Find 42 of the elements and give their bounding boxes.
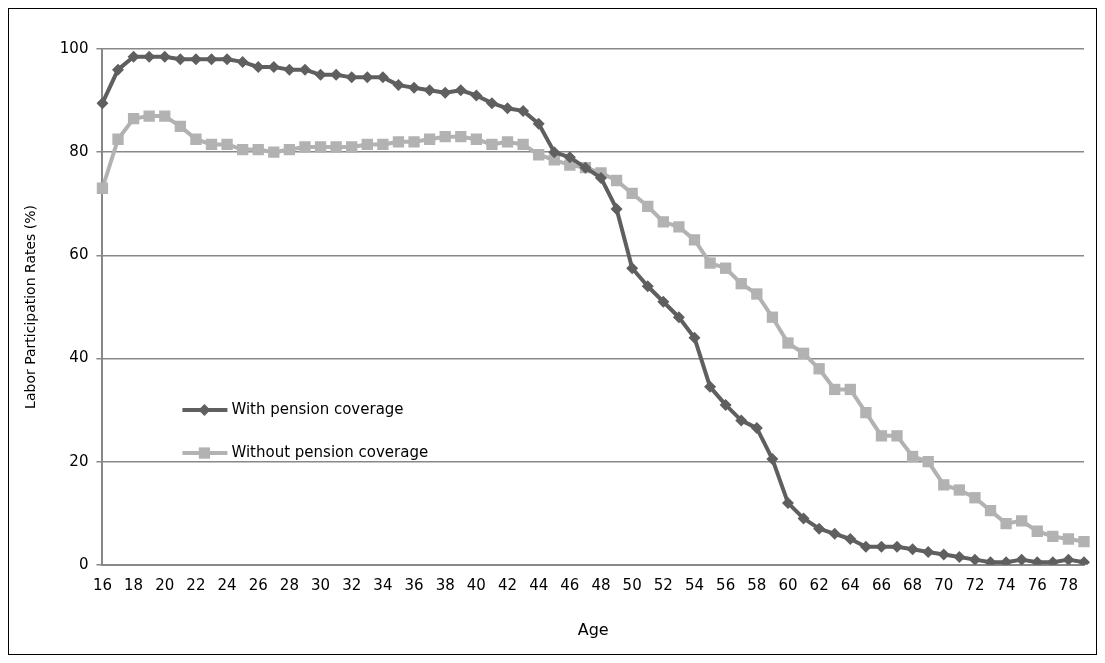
x-tick-label: 78: [1058, 575, 1078, 594]
x-tick-label: 16: [92, 575, 112, 594]
y-tick-label: 80: [69, 142, 89, 161]
x-tick-label: 36: [404, 575, 424, 594]
x-tick-label: 28: [279, 575, 299, 594]
x-tick-label: 34: [373, 575, 393, 594]
x-axis-title: Age: [577, 619, 609, 639]
y-axis-title: Labor Participation Rates (%): [22, 204, 39, 409]
y-tick-label: 40: [69, 348, 89, 367]
x-tick-label: 38: [435, 575, 455, 594]
x-tick-label: 30: [311, 575, 331, 594]
x-tick-label: 76: [1027, 575, 1047, 594]
x-tick-label: 56: [716, 575, 736, 594]
x-tick-label: 20: [155, 575, 175, 594]
x-tick-label: 58: [747, 575, 767, 594]
x-tick-label: 68: [903, 575, 923, 594]
y-tick-label: 60: [69, 245, 89, 264]
y-tick-label: 100: [59, 38, 89, 57]
y-tick-label: 0: [78, 554, 89, 573]
x-tick-label: 54: [684, 575, 705, 594]
x-tick-label: 32: [342, 575, 362, 594]
x-tick-label: 66: [871, 575, 891, 594]
x-tick-label: 50: [622, 575, 642, 594]
x-tick-label: 70: [934, 575, 954, 594]
x-tick-label: 26: [248, 575, 268, 594]
x-tick-label: 62: [809, 575, 829, 594]
y-tick-label: 20: [69, 451, 89, 470]
x-tick-label: 74: [996, 575, 1016, 594]
legend-label: Without pension coverage: [231, 442, 429, 461]
x-tick-label: 72: [965, 575, 985, 594]
legend-label: With pension coverage: [231, 399, 404, 418]
x-tick-label: 46: [560, 575, 580, 594]
x-tick-label: 64: [840, 575, 860, 594]
x-tick-label: 60: [778, 575, 798, 594]
x-tick-label: 48: [591, 575, 611, 594]
x-tick-label: 22: [186, 575, 206, 594]
x-tick-label: 24: [217, 575, 237, 594]
x-tick-label: 44: [529, 575, 549, 594]
x-tick-label: 52: [653, 575, 673, 594]
x-tick-label: 18: [124, 575, 144, 594]
x-tick-label: 40: [466, 575, 486, 594]
x-tick-label: 42: [497, 575, 518, 594]
